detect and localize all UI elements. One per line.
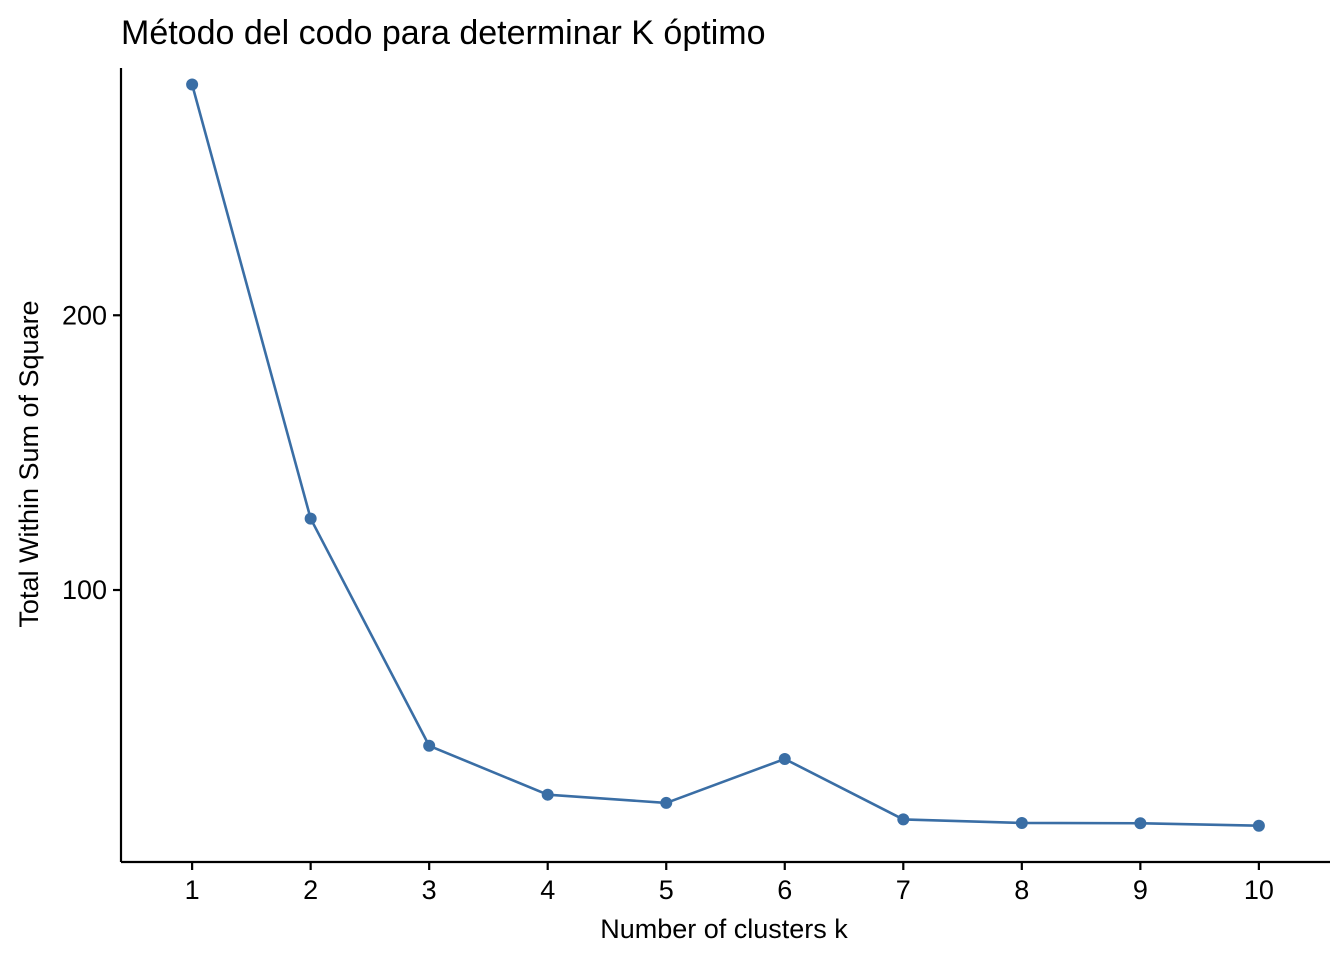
data-point — [304, 512, 317, 525]
data-point — [660, 796, 673, 809]
x-tick-label: 5 — [659, 875, 674, 905]
chart-title: Método del codo para determinar K óptimo — [121, 14, 765, 52]
data-point — [541, 788, 554, 801]
y-tick-label: 100 — [62, 575, 107, 605]
x-tick-label: 1 — [185, 875, 200, 905]
x-tick-label: 9 — [1133, 875, 1148, 905]
x-tick-label: 4 — [540, 875, 555, 905]
y-axis-ticks: 100 200 — [62, 300, 121, 605]
x-tick-label: 3 — [422, 875, 437, 905]
data-point — [186, 78, 199, 91]
axes — [119, 68, 1330, 864]
x-tick-label: 2 — [303, 875, 318, 905]
series-group — [186, 78, 1265, 832]
x-tick-label: 8 — [1014, 875, 1029, 905]
y-axis-label: Total Within Sum of Square — [14, 300, 44, 627]
y-tick-label: 200 — [62, 300, 107, 330]
x-axis-label: Number of clusters k — [600, 914, 848, 944]
data-point — [423, 739, 436, 752]
data-point — [1252, 819, 1265, 832]
data-point — [1134, 817, 1147, 830]
data-point — [1015, 816, 1028, 829]
data-point — [778, 752, 791, 765]
x-axis-ticks: 1 2 3 4 5 6 7 8 9 10 — [185, 862, 1274, 905]
x-tick-label: 10 — [1244, 875, 1274, 905]
data-point — [897, 813, 910, 826]
x-tick-label: 6 — [777, 875, 792, 905]
x-tick-label: 7 — [896, 875, 911, 905]
series-line — [190, 84, 1259, 828]
